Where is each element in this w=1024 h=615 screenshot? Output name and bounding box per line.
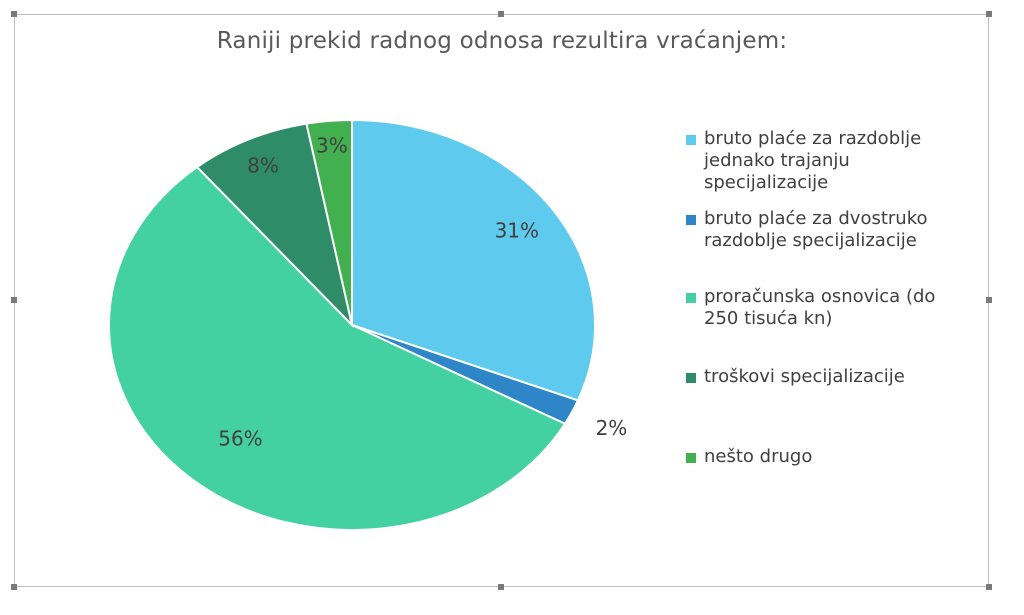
pie-slice: [305, 118, 353, 326]
legend-swatch: [686, 373, 696, 383]
resize-handle-left[interactable]: [11, 297, 17, 303]
resize-handle-bottom-right[interactable]: [986, 584, 992, 590]
legend-item: proračunska osnovica (do 250 tisuća kn): [686, 286, 986, 330]
legend-item: nešto drugo: [686, 446, 986, 468]
data-label: 2%: [596, 416, 628, 440]
legend-swatch: [686, 453, 696, 463]
resize-handle-right[interactable]: [986, 297, 992, 303]
data-label: 31%: [495, 219, 539, 243]
data-label: 8%: [247, 153, 279, 177]
legend-item: bruto plaće za razdoblje jednako trajanj…: [686, 128, 986, 194]
legend-swatch: [686, 135, 696, 145]
legend-item: troškovi specijalizacije: [686, 366, 986, 388]
legend-label: troškovi specijalizacije: [704, 366, 905, 387]
legend-label: nešto drugo: [704, 446, 813, 467]
resize-handle-bottom-left[interactable]: [11, 584, 17, 590]
legend-swatch: [686, 293, 696, 303]
data-label: 56%: [218, 427, 262, 451]
legend-item: bruto plaće za dvostruko razdoblje speci…: [686, 208, 986, 252]
legend-label: proračunska osnovica (do 250 tisuća kn): [704, 286, 936, 329]
legend-swatch: [686, 215, 696, 225]
legend-label: bruto plaće za dvostruko razdoblje speci…: [704, 208, 928, 251]
data-label: 3%: [316, 133, 348, 157]
chart-title: Raniji prekid radnog odnosa rezultira vr…: [216, 28, 788, 54]
resize-handle-top-right[interactable]: [986, 11, 992, 17]
pie-slice: [195, 122, 354, 329]
resize-handle-top[interactable]: [498, 11, 504, 17]
pie-slice: [351, 118, 596, 402]
resize-handle-top-left[interactable]: [11, 11, 17, 17]
legend-label: bruto plaće za razdoblje jednako trajanj…: [704, 128, 922, 193]
resize-handle-bottom[interactable]: [498, 584, 504, 590]
pie-slice: [108, 165, 567, 531]
